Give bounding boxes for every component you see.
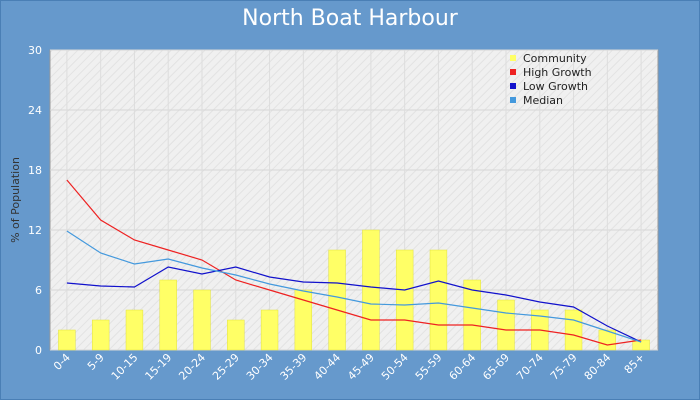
bar-35-39 [294,289,313,351]
x-tick-label: 15-19 [143,351,175,383]
bars-group [58,229,650,351]
y-tick-label: 6 [35,284,42,297]
y-tick-label: 24 [28,104,42,117]
x-tick-label: 60-64 [447,351,479,383]
x-tick-label: 40-44 [311,351,343,383]
bar-25-29 [227,319,245,351]
grid-lines [50,49,658,351]
chart-title: North Boat Harbour [242,6,458,31]
x-tick-label: 25-29 [210,351,242,383]
x-tick-label: 80-84 [582,351,614,383]
x-tick-label: 50-54 [379,351,411,383]
series-line-high-growth [66,179,642,346]
x-tick-label: 85+ [622,351,648,377]
bar-80-84 [598,329,617,351]
legend-label: Community [523,52,587,65]
legend-swatch [510,69,516,75]
legend-swatch [510,83,516,89]
bar-45-49 [362,229,380,351]
legend-label: High Growth [523,66,592,79]
x-tick-label: 75-79 [548,351,580,383]
series-line-median [66,230,642,343]
x-tick-label: 70-74 [514,351,546,383]
x-tick-label: 10-15 [109,351,141,383]
legend-label: Median [523,94,563,107]
bar-5-9 [91,319,110,351]
legend-label: Low Growth [523,80,588,93]
legend-swatch [510,97,516,103]
y-tick-labels: 0 6 12 18 24 30 [28,44,42,357]
legend-swatch [510,55,516,61]
x-tick-label: 0-4 [51,351,73,373]
lines-group [66,179,642,346]
bar-65-69 [497,299,515,351]
bar-85+ [632,339,650,351]
bar-40-44 [328,249,346,351]
x-tick-label: 65-69 [480,351,512,383]
y-tick-label: 30 [28,44,42,57]
y-tick-label: 12 [28,224,42,237]
x-tick-labels: 0-4 5-9 10-15 15-19 20-24 25-29 30-34 35-39 40-4… [51,351,647,383]
series-line-low-growth [66,266,642,343]
bar-55-59 [429,249,448,351]
bar-0-4 [58,329,76,351]
x-tick-label: 30-34 [244,351,276,383]
bar-75-79 [564,309,583,351]
x-tick-label: 35-39 [278,351,310,383]
bar-30-34 [260,309,279,351]
bar-20-24 [193,289,211,351]
x-tick-label: 55-59 [413,351,445,383]
bar-50-54 [395,249,414,351]
x-tick-label: 20-24 [176,351,208,383]
bar-15-19 [159,279,177,351]
x-tick-label: 5-9 [85,351,107,373]
plot-area [49,49,659,351]
bar-10-15 [125,309,144,351]
y-axis-label: % of Population [9,157,22,243]
x-tick-label: 45-49 [345,351,377,383]
y-tick-label: 0 [35,344,42,357]
y-tick-label: 18 [28,164,42,177]
bar-60-64 [463,279,481,351]
